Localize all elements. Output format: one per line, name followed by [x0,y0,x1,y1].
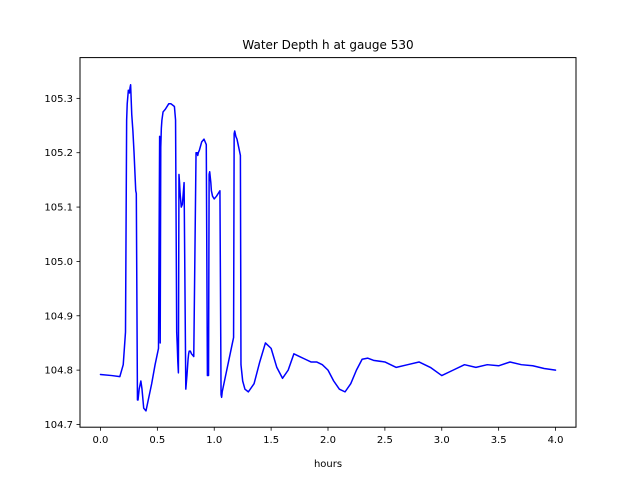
x-tick-label: 2.0 [320,435,336,446]
y-tick-label: 105.0 [44,257,73,268]
y-tick-label: 104.7 [44,420,73,431]
x-tick-label: 2.5 [377,435,393,446]
y-tick-label: 104.8 [44,366,73,377]
x-tick-label: 0.0 [93,435,109,446]
x-tick-label: 1.5 [263,435,279,446]
y-tick-label: 104.9 [44,311,73,322]
y-tick-label: 105.2 [44,148,73,159]
y-tick-label: 105.1 [44,203,73,214]
y-tick-label: 105.3 [44,94,73,105]
series-line [99,84,557,412]
x-axis-label: hours [314,459,342,470]
chart-title: Water Depth h at gauge 530 [242,38,413,52]
x-tick-label: 3.0 [434,435,450,446]
x-tick-label: 3.5 [491,435,507,446]
x-tick-label: 4.0 [548,435,564,446]
y-axis-ticks: 104.7 104.8 104.9 105.0 105.1 105.2 105.3 [44,94,80,431]
x-tick-label: 1.0 [206,435,222,446]
x-tick-label: 0.5 [149,435,165,446]
x-axis-ticks: 0.0 0.5 1.0 1.5 2.0 2.5 3.0 3.5 4.0 [93,427,564,446]
plot-frame [79,57,577,428]
